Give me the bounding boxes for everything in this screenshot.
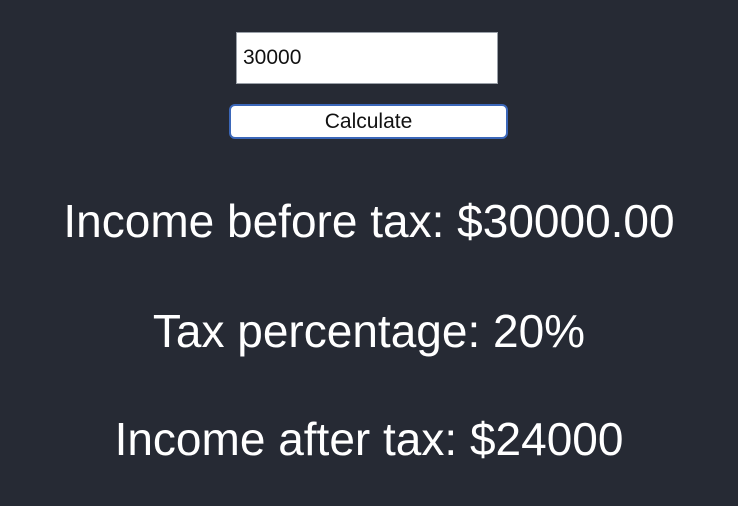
income-before-tax-text: Income before tax: $30000.00 <box>63 195 675 247</box>
income-input[interactable] <box>236 32 498 84</box>
tax-percentage-text: Tax percentage: 20% <box>152 305 586 357</box>
income-after-tax-text: Income after tax: $24000 <box>114 413 624 465</box>
calculate-button[interactable]: Calculate <box>229 104 508 139</box>
